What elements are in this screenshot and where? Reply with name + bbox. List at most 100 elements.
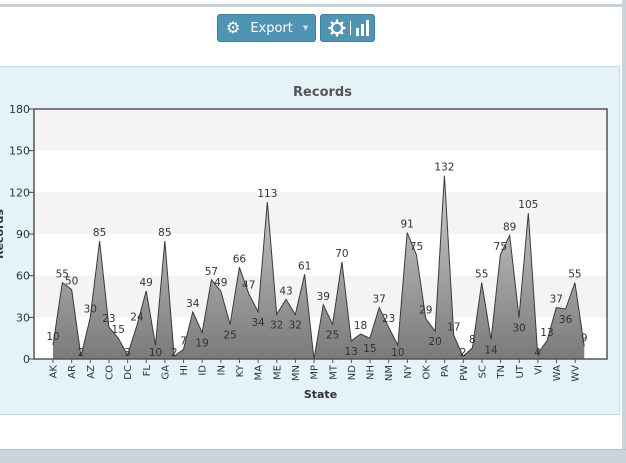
data-label: 15 (363, 343, 376, 355)
x-tick-label: AK (49, 365, 60, 379)
data-label: 3 (124, 347, 131, 359)
data-label: 49 (214, 277, 227, 289)
data-label: 39 (317, 291, 330, 303)
data-label: 25 (326, 329, 339, 341)
data-label: 2 (171, 347, 178, 359)
x-tick-label: HI (179, 365, 190, 375)
x-tick-label: GA (160, 365, 171, 380)
y-tick-label: 90 (16, 228, 30, 241)
data-label: 4 (534, 347, 541, 359)
data-label: 10 (46, 331, 59, 343)
data-label: 2 (460, 347, 467, 359)
data-label: 9 (581, 333, 588, 345)
data-label: 24 (130, 312, 144, 324)
x-tick-label: MT (328, 364, 339, 380)
data-label: 37 (373, 294, 386, 306)
data-label: 49 (140, 277, 153, 289)
data-label: 25 (223, 329, 236, 341)
x-tick-label: IN (216, 365, 227, 375)
x-tick-label: PW (459, 365, 470, 381)
x-axis-title: State (304, 388, 337, 401)
data-label: 34 (186, 298, 200, 310)
x-tick-label: MP (310, 365, 321, 380)
x-tick-label: WA (552, 365, 563, 381)
x-tick-label: CO (104, 365, 115, 380)
x-tick-label: ME (272, 365, 283, 380)
data-label: 37 (550, 294, 563, 306)
chart-panel: Records 0 30 60 90 120 150 180 Records 10 55 50 2 30 8… (0, 66, 620, 415)
right-divider (622, 0, 626, 463)
data-label: 13 (540, 327, 553, 339)
x-tick-label: WV (571, 365, 582, 382)
data-label: 30 (84, 303, 97, 315)
x-tick-label: AZ (86, 365, 97, 379)
y-tick-label: 30 (16, 311, 30, 324)
data-label: 10 (391, 347, 404, 359)
data-label: 2 (78, 347, 85, 359)
data-label: 13 (345, 346, 358, 358)
data-label: 17 (447, 321, 460, 333)
x-tick-label: VI (533, 365, 544, 375)
chart-title: Records (293, 85, 352, 100)
x-tick-label: NH (366, 365, 377, 380)
data-label: 75 (494, 241, 507, 253)
data-label: 8 (469, 334, 476, 346)
x-tick-label: NY (403, 364, 414, 378)
data-label: 55 (568, 269, 581, 281)
data-label: 85 (158, 227, 171, 239)
data-label: 32 (289, 320, 302, 332)
data-label: 57 (205, 266, 218, 278)
x-tick-label: MA (254, 365, 265, 381)
chart-settings-button[interactable] (320, 14, 375, 42)
x-tick-label: PA (440, 365, 451, 377)
data-label: 14 (484, 345, 498, 357)
gear-icon (328, 19, 346, 37)
plot-frame (33, 108, 608, 360)
y-tick-label: 120 (9, 186, 30, 199)
gear-icon: ⚙ (226, 18, 241, 37)
data-label: 20 (428, 336, 441, 348)
data-label: 70 (335, 248, 348, 260)
x-tick-label: TN (496, 365, 507, 380)
x-tick-label: DC (123, 365, 134, 380)
data-label: 91 (400, 219, 413, 231)
data-label: 50 (65, 276, 78, 288)
data-label: 66 (233, 253, 247, 265)
data-label: 75 (410, 241, 423, 253)
x-tick-label: OK (422, 365, 433, 380)
data-label: 18 (354, 320, 367, 332)
data-label: 23 (382, 313, 395, 325)
chevron-down-icon: ▼ (302, 24, 309, 32)
data-label: 55 (56, 269, 69, 281)
x-tick-label: ID (198, 365, 209, 376)
data-label: 23 (102, 313, 115, 325)
data-label: 34 (251, 317, 265, 329)
export-label: Export (250, 20, 293, 36)
series-line (52, 175, 585, 360)
x-tick-label: SC (477, 365, 488, 378)
y-tick-label: 0 (23, 353, 30, 366)
data-label: 85 (93, 227, 106, 239)
bottom-divider (0, 449, 626, 463)
data-label: 113 (257, 188, 277, 200)
data-label: 29 (419, 305, 432, 317)
data-label: 89 (503, 221, 516, 233)
series-area (53, 175, 585, 359)
x-tick-label: KY (235, 364, 246, 377)
data-label: 132 (434, 162, 454, 174)
records-chart: Records0306090120150180Records1055502308… (0, 85, 608, 401)
export-button[interactable]: ⚙ Export ▼ (217, 14, 316, 42)
bar-chart-icon (355, 20, 371, 36)
grid-band (34, 192, 607, 234)
x-tick-label: MN (291, 365, 302, 381)
y-tick-label: 60 (16, 270, 30, 283)
grid-band (34, 109, 607, 151)
separator (350, 21, 351, 35)
data-label: 105 (518, 199, 538, 211)
x-tick-label: NM (384, 365, 395, 381)
data-label: 55 (475, 269, 488, 281)
top-divider (0, 4, 626, 7)
x-tick-label: AR (67, 365, 78, 379)
data-label: 30 (512, 322, 525, 334)
data-label: 61 (298, 260, 311, 272)
